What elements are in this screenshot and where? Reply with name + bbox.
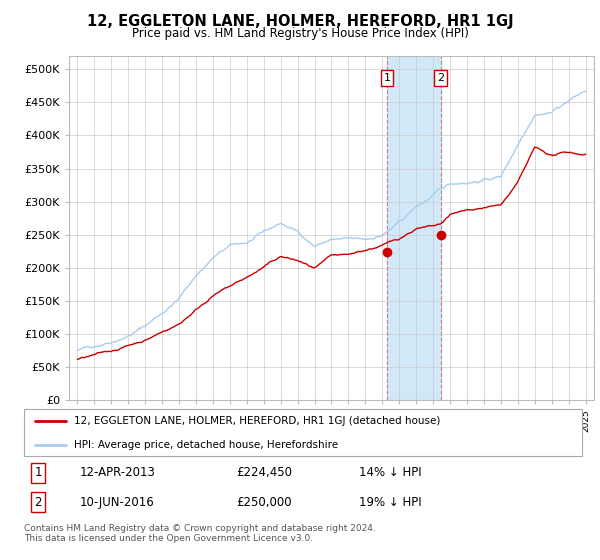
Text: £224,450: £224,450 xyxy=(236,466,292,479)
Text: Contains HM Land Registry data © Crown copyright and database right 2024.
This d: Contains HM Land Registry data © Crown c… xyxy=(24,524,376,543)
Bar xyxy=(387,56,440,400)
Text: Price paid vs. HM Land Registry's House Price Index (HPI): Price paid vs. HM Land Registry's House … xyxy=(131,27,469,40)
Text: 14% ↓ HPI: 14% ↓ HPI xyxy=(359,466,421,479)
Text: 19% ↓ HPI: 19% ↓ HPI xyxy=(359,496,421,508)
Text: 12-APR-2013: 12-APR-2013 xyxy=(80,466,155,479)
Text: £250,000: £250,000 xyxy=(236,496,292,508)
FancyBboxPatch shape xyxy=(24,409,582,456)
Text: 2: 2 xyxy=(34,496,42,508)
Text: HPI: Average price, detached house, Herefordshire: HPI: Average price, detached house, Here… xyxy=(74,440,338,450)
Text: 1: 1 xyxy=(383,73,391,83)
Text: 10-JUN-2016: 10-JUN-2016 xyxy=(80,496,155,508)
Text: 1: 1 xyxy=(34,466,42,479)
Text: 12, EGGLETON LANE, HOLMER, HEREFORD, HR1 1GJ (detached house): 12, EGGLETON LANE, HOLMER, HEREFORD, HR1… xyxy=(74,416,440,426)
Text: 2: 2 xyxy=(437,73,444,83)
Text: 12, EGGLETON LANE, HOLMER, HEREFORD, HR1 1GJ: 12, EGGLETON LANE, HOLMER, HEREFORD, HR1… xyxy=(86,14,514,29)
